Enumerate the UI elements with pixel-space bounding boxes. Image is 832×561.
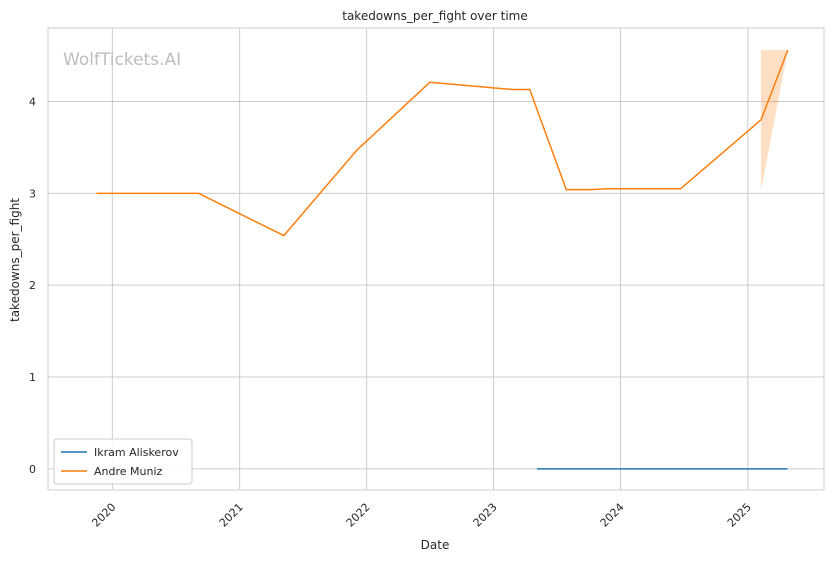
chart-title: takedowns_per_fight over time: [342, 9, 528, 23]
series-line-andre-muniz: [96, 49, 789, 237]
legend-box: [53, 438, 193, 485]
plot-frame: [47, 27, 825, 491]
y-tick-label-3: 3: [29, 187, 36, 200]
y-tick-labels: 0 1 2 3 4: [29, 95, 36, 475]
legend-label-ikram-aliskerov: Ikram Aliskerov: [94, 446, 179, 459]
y-axis-label: takedowns_per_fight: [8, 198, 22, 322]
legend-label-andre-muniz: Andre Muniz: [94, 465, 163, 478]
y-tick-label-2: 2: [29, 279, 36, 292]
y-tick-label-4: 4: [29, 95, 36, 108]
x-axis-label: Date: [421, 538, 450, 552]
watermark: WolfTickets.AI: [63, 50, 181, 70]
series-lines: [96, 49, 789, 470]
confidence-bands: [761, 50, 788, 191]
band-andre-muniz: [761, 50, 788, 191]
y-tick-label-1: 1: [29, 371, 36, 384]
legend: Ikram Aliskerov Andre Muniz: [53, 438, 193, 485]
y-tick-label-0: 0: [29, 463, 36, 476]
